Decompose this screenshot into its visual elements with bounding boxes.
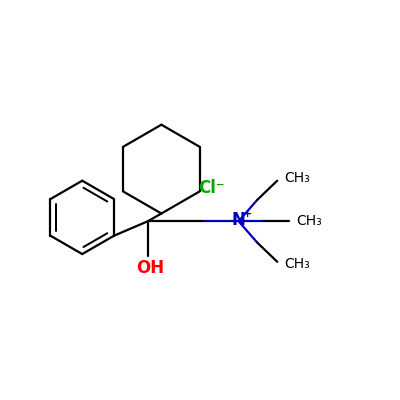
Text: Cl⁻: Cl⁻ — [198, 180, 225, 198]
Text: +: + — [242, 209, 252, 219]
Text: CH₃: CH₃ — [284, 171, 310, 185]
Text: OH: OH — [136, 259, 164, 277]
Text: CH₃: CH₃ — [296, 214, 322, 228]
Text: N: N — [232, 212, 246, 230]
Text: CH₃: CH₃ — [284, 258, 310, 272]
